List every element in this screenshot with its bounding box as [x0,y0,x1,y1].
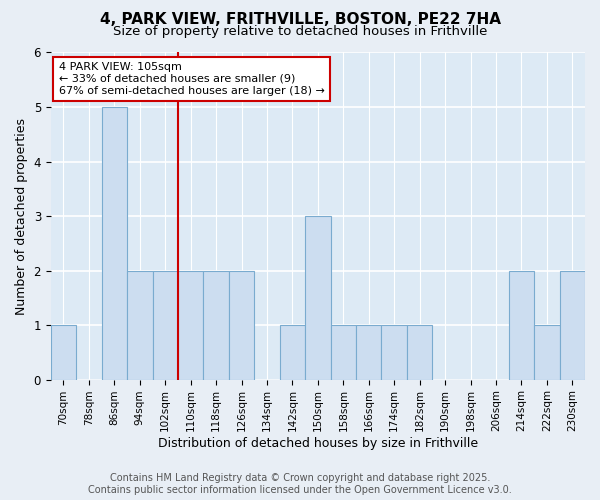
Bar [509,270,534,380]
Bar [407,325,433,380]
Bar [101,107,127,380]
Bar [229,270,254,380]
Bar [178,270,203,380]
Y-axis label: Number of detached properties: Number of detached properties [15,118,28,314]
Text: 4 PARK VIEW: 105sqm
← 33% of detached houses are smaller (9)
67% of semi-detache: 4 PARK VIEW: 105sqm ← 33% of detached ho… [59,62,325,96]
Bar [127,270,152,380]
Bar [203,270,229,380]
Bar [560,270,585,380]
Bar [356,325,382,380]
Text: Size of property relative to detached houses in Frithville: Size of property relative to detached ho… [113,25,487,38]
Bar [331,325,356,380]
Bar [152,270,178,380]
Bar [280,325,305,380]
Bar [305,216,331,380]
Text: 4, PARK VIEW, FRITHVILLE, BOSTON, PE22 7HA: 4, PARK VIEW, FRITHVILLE, BOSTON, PE22 7… [100,12,500,28]
Bar [51,325,76,380]
X-axis label: Distribution of detached houses by size in Frithville: Distribution of detached houses by size … [158,437,478,450]
Text: Contains HM Land Registry data © Crown copyright and database right 2025.
Contai: Contains HM Land Registry data © Crown c… [88,474,512,495]
Bar [382,325,407,380]
Bar [534,325,560,380]
